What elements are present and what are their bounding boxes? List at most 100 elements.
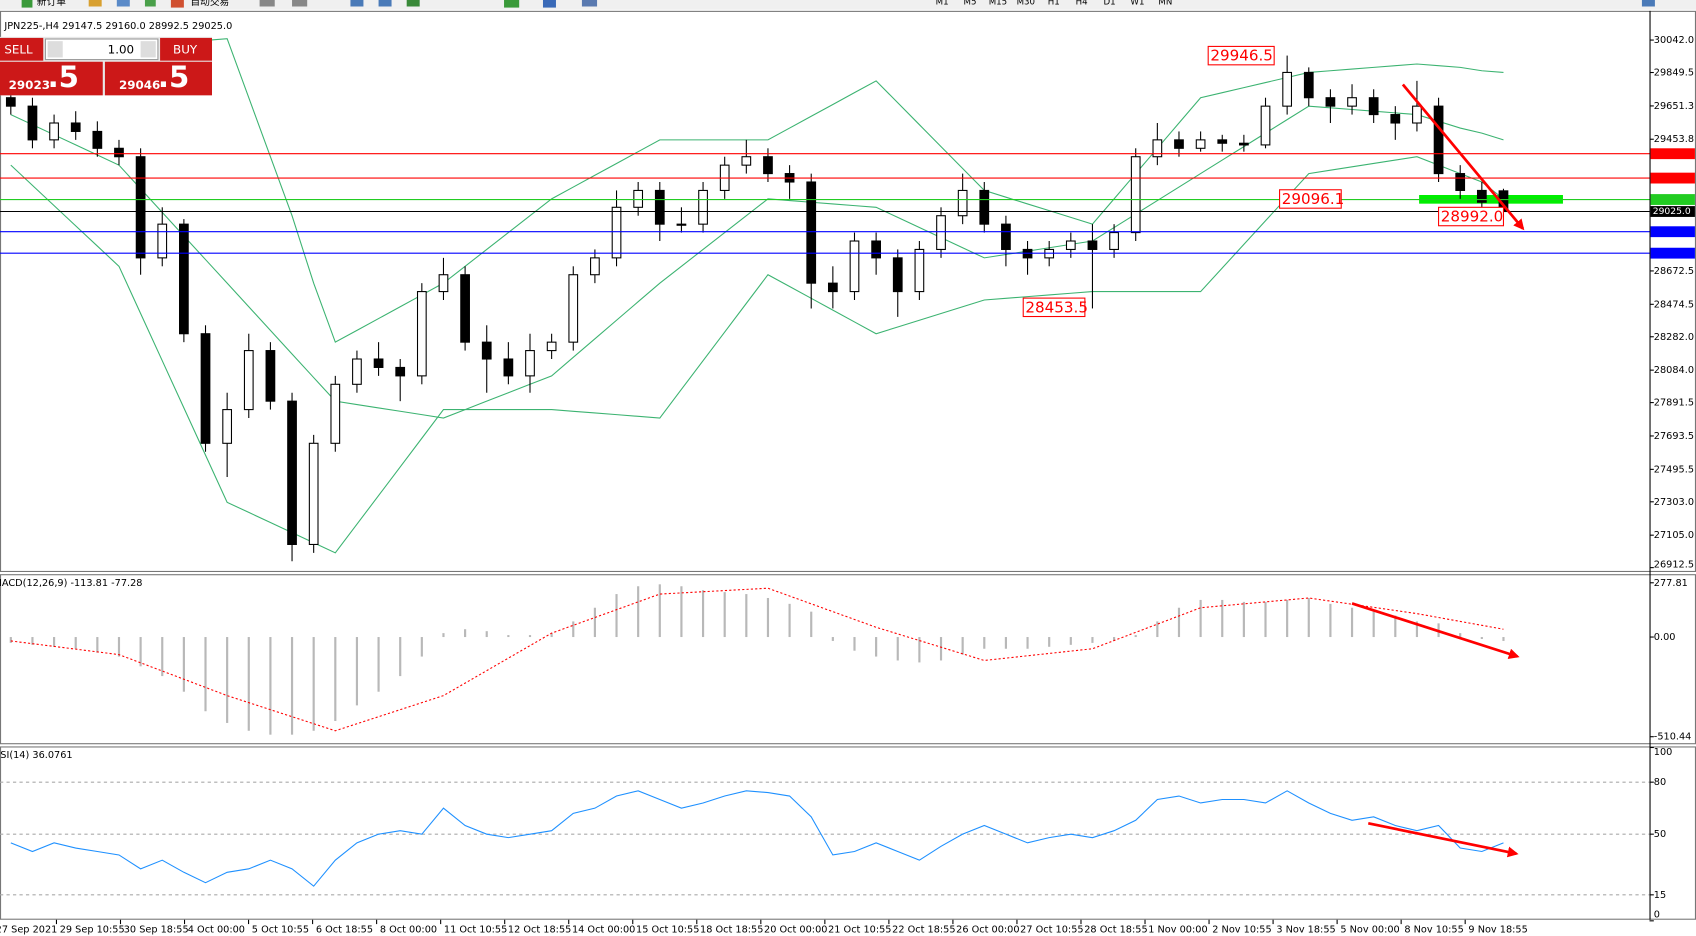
price-level-tag	[1650, 172, 1695, 184]
icon[interactable]	[406, 0, 420, 7]
icon[interactable]	[259, 0, 275, 7]
candle-body	[1476, 189, 1487, 203]
timeframe-button[interactable]: M30	[1017, 0, 1035, 8]
buy-price-box[interactable]	[104, 61, 212, 96]
candle-body	[1152, 139, 1163, 158]
y-tick-label: 26912.5	[1654, 559, 1694, 570]
auto-trade-icon[interactable]	[170, 0, 184, 8]
lots-value[interactable]: 1.00	[108, 42, 134, 56]
macd-panel-frame	[0, 574, 1696, 745]
sell-button[interactable]	[0, 37, 44, 61]
icon[interactable]	[88, 0, 102, 7]
timeframe-button[interactable]: D1	[1103, 0, 1115, 8]
macd-bar	[1307, 597, 1310, 638]
icon[interactable]	[116, 0, 130, 7]
candle-body	[1347, 97, 1357, 107]
timeframe-button[interactable]: MN	[1158, 0, 1172, 8]
candle-body	[1174, 139, 1184, 149]
timeframe-button[interactable]: W1	[1130, 0, 1144, 8]
timeframe-button[interactable]: H4	[1076, 0, 1088, 8]
x-tick-label: 6 Oct 18:55	[316, 924, 373, 935]
icon[interactable]	[542, 0, 556, 8]
candle-body	[590, 257, 600, 276]
sell-price-box[interactable]	[0, 61, 103, 96]
candle-body	[49, 122, 59, 141]
candle-body	[698, 189, 708, 225]
icon[interactable]	[144, 0, 156, 7]
macd-bar	[290, 637, 294, 735]
x-tick-label: 18 Oct 18:55	[700, 924, 763, 935]
x-tick-label: 8 Oct 00:00	[380, 924, 437, 935]
buy-button[interactable]	[160, 37, 212, 61]
lots-input[interactable]	[44, 38, 159, 61]
buy-label[interactable]: BUY	[173, 42, 198, 56]
bid-price[interactable]: 29023	[9, 78, 50, 92]
candle-body	[114, 147, 124, 158]
timeframe-button[interactable]: H1	[1048, 0, 1060, 8]
candle-body	[763, 156, 773, 175]
price-level-tag	[1650, 226, 1695, 238]
icon[interactable]	[1641, 0, 1655, 7]
price-level-tag	[1650, 194, 1695, 205]
spin-up[interactable]	[140, 41, 156, 58]
macd-bar	[615, 594, 618, 638]
macd-bar	[96, 637, 99, 653]
y-tick-label: 28084.0	[1654, 365, 1694, 376]
icon[interactable]	[504, 0, 520, 8]
bid-price-pips[interactable]: .5	[48, 60, 79, 94]
timeframe-button[interactable]: M15	[989, 0, 1007, 8]
candle-body	[1325, 97, 1336, 107]
new-order-icon[interactable]	[21, 0, 33, 8]
macd-bar	[442, 633, 445, 638]
candle-body	[27, 105, 38, 141]
trend-arrow	[1351, 602, 1520, 660]
candle-body	[546, 341, 557, 352]
y-tick-label: 30042.0	[1654, 35, 1694, 46]
toolbar-button[interactable]: 新订单	[37, 0, 66, 8]
macd-bar	[399, 637, 402, 677]
macd-bar	[9, 637, 12, 643]
macd-bar	[680, 586, 683, 638]
candle-body	[200, 333, 211, 444]
x-tick-label: 3 Nov 18:55	[1276, 924, 1335, 935]
macd-bar	[31, 637, 34, 645]
toolbar-button[interactable]: 自动交易	[190, 0, 229, 8]
icon[interactable]	[378, 0, 392, 7]
macd-bar	[1069, 637, 1072, 645]
macd-bar	[961, 637, 964, 655]
x-tick-label: 5 Nov 00:00	[1340, 924, 1399, 935]
timeframe-button[interactable]: M5	[964, 0, 977, 8]
icon[interactable]	[350, 0, 364, 7]
bollinger-middle	[10, 105, 1504, 419]
sell-label[interactable]: SELL	[4, 42, 33, 56]
candle-body	[373, 358, 384, 368]
ask-price-pips[interactable]: .5	[158, 60, 189, 94]
ask-price[interactable]: 29046	[119, 78, 160, 92]
x-tick-label: 14 Oct 00:00	[572, 924, 635, 935]
icon[interactable]	[581, 0, 598, 7]
macd-bar	[875, 637, 878, 657]
icon[interactable]	[292, 0, 308, 7]
candle-body	[5, 97, 16, 107]
timeframe-button[interactable]: M1	[936, 0, 949, 8]
candle-body	[1433, 105, 1444, 175]
y-tick-label: -510.44	[1654, 732, 1692, 743]
bollinger-lower	[10, 156, 1504, 554]
candle-body	[871, 240, 881, 259]
y-tick-label: 50	[1654, 829, 1666, 840]
y-tick-label: 29849.5	[1654, 68, 1694, 79]
x-tick-label: 11 Oct 10:55	[444, 924, 507, 935]
price-level-tag	[1650, 148, 1695, 160]
x-tick-label: 20 Oct 00:00	[764, 924, 827, 935]
price-level-tag	[1650, 206, 1695, 217]
macd-bar	[1156, 621, 1159, 638]
candle-body	[568, 274, 579, 343]
spin-down[interactable]	[47, 41, 63, 58]
candle-body	[936, 215, 946, 250]
x-tick-label: 4 Oct 00:00	[188, 924, 245, 935]
y-tick-label: 27495.5	[1654, 464, 1694, 475]
macd-bar	[464, 629, 467, 638]
rsi-line	[10, 790, 1504, 887]
